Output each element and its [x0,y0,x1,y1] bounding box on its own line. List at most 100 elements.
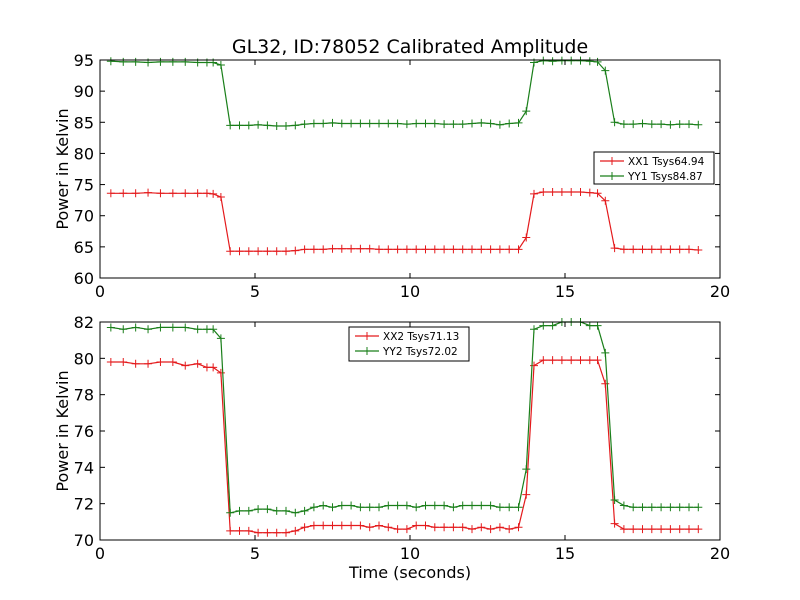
bottom-series-0-point [430,523,439,532]
top-series-1 [106,56,703,131]
top-legend-label: XX1 Tsys64.94 [628,156,705,168]
bottom-series-0-point [522,490,531,499]
top-series-0-point [156,189,165,198]
top-series-0-point [328,244,337,253]
top-series-1-point [421,119,430,128]
top-series-0-point [539,188,548,197]
bottom-series-0-point [505,525,514,534]
top-series-0-point [347,244,356,253]
top-series-0-point [557,188,566,197]
top-series-0-point [235,247,244,256]
bottom-series-1-point [522,465,531,474]
bottom-series-1-point [309,503,318,512]
top-series-0 [106,188,703,256]
bottom-series-1-point [539,321,548,330]
bottom-series-0-point [393,525,402,534]
chart-title: GL32, ID:78052 Calibrated Amplitude [232,36,588,58]
top-y-tick-label: 60 [74,269,94,288]
bottom-series-1-point [601,348,610,357]
top-series-0-point [282,247,290,256]
bottom-series-0-point [193,359,202,368]
bottom-series-1-point [181,323,190,332]
bottom-series-1-point [430,501,439,510]
top-series-1-point [539,56,548,65]
bottom-series-0 [106,356,703,537]
bottom-series-1-point [585,321,594,330]
bottom-series-1-point [263,505,272,514]
bottom-series-0-point [548,356,557,365]
top-series-0-point [440,245,449,254]
top-series-1-point [601,66,610,75]
top-series-1-point [514,118,523,127]
top-series-0-point [610,244,619,253]
bottom-series-0-point [106,357,115,366]
bottom-series-1-point [458,501,467,510]
top-series-0-point [601,196,610,205]
bottom-series-1-point [412,503,421,512]
bottom-series-0-point [356,521,365,530]
top-series-0-point [337,244,346,253]
top-series-1-point [694,120,703,129]
bottom-series-0-point [514,523,523,532]
top-y-tick-label: 90 [74,82,94,101]
top-series-1-point [244,121,253,130]
top-series-0-point [209,189,218,198]
top-y-tick-label: 65 [74,238,94,257]
top-series-0-point [300,245,309,254]
top-series-0-point [576,188,585,197]
top-series-1-point [384,119,393,128]
bottom-y-axis-label: Power in Kelvin [53,370,72,491]
bottom-series-1 [106,318,703,517]
bottom-series-0-point [375,521,383,530]
top-series-0-point [548,188,557,197]
top-series-0-point [505,245,514,254]
bottom-series-1-point [291,508,300,517]
bottom-legend-box [348,326,470,362]
top-x-tick-label: 15 [555,282,575,301]
bottom-series-1-point [468,501,476,510]
top-series-1-point [319,119,328,128]
bottom-series-0-point [384,523,393,532]
bottom-series-1-point [168,323,177,332]
top-y-tick-label: 85 [74,113,94,132]
top-series-0-point [421,245,430,254]
top-series-1-point [131,57,140,66]
bottom-series-1-point [530,325,538,334]
top-series-1-point [495,120,504,129]
top-series-0-point [647,245,656,254]
bottom-legend-marker [363,332,371,340]
bottom-series-0-point [412,521,421,530]
bottom-series-1-point [619,501,628,510]
top-series-1-point [216,60,225,69]
top-series-1-point [638,119,647,128]
top-series-1-point [657,120,666,129]
bottom-series-0-point [365,523,374,532]
top-series-0-point [495,245,504,254]
bottom-series-0-point [486,525,495,534]
bottom-series-1-point [300,506,309,515]
top-series-0-point [638,245,647,254]
bottom-y-tick-label: 82 [74,313,94,332]
top-series-1-point [235,121,244,130]
top-y-tick-label: 75 [74,176,94,195]
bottom-series-0-point [694,525,703,534]
top-series-0-point [202,189,211,198]
top-series-1-point [168,57,177,66]
bottom-legend: XX2 Tsys71.13 YY2 Tsys72.02 [348,326,470,362]
bottom-series-0-point [272,528,281,537]
bottom-series-1-point [685,503,693,512]
top-series-0-point [375,245,383,254]
top-series-0-point [309,245,318,254]
top-series-1-point [619,120,628,129]
top-series-0-point [144,188,153,197]
top-series-0-point [486,245,495,254]
top-series-0-point [458,245,467,254]
bottom-legend-label: YY2 Tsys72.02 [382,346,458,358]
top-series-0-point [216,193,225,202]
bottom-series-1-point [548,321,557,330]
top-legend: XX1 Tsys64.94 YY1 Tsys84.87 [593,151,715,185]
top-series-0-point [430,245,439,254]
bottom-series-0-point [629,525,638,534]
bottom-series-1-point [495,503,504,512]
bottom-series-0-point [263,528,272,537]
